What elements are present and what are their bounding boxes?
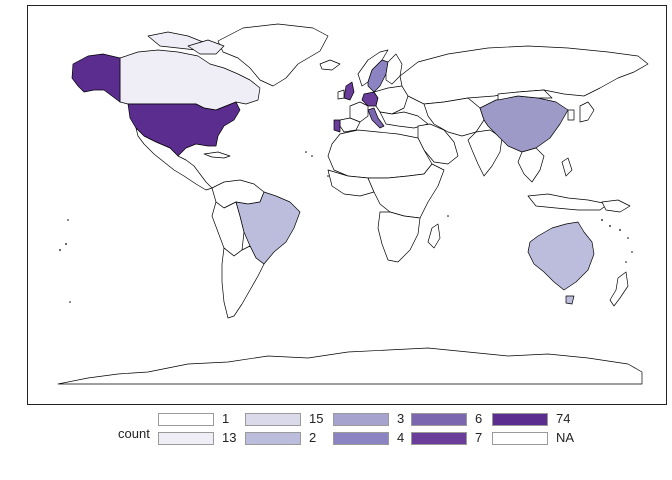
legend-key-4 — [333, 432, 389, 445]
legend-label-4: 4 — [397, 430, 405, 445]
region-brazil — [235, 191, 301, 265]
legend-key-na — [492, 432, 548, 445]
region-japan — [579, 101, 595, 123]
region-alaska — [71, 53, 121, 103]
legend-label-74: 74 — [556, 411, 571, 426]
island-specks — [59, 151, 633, 303]
world-map — [57, 23, 649, 385]
region-iceland — [319, 59, 341, 71]
region-portugal — [333, 119, 341, 133]
region-korea — [567, 109, 575, 121]
region-tasmania — [565, 295, 575, 305]
region-finland — [385, 53, 403, 85]
region-eastern-europe — [373, 85, 409, 115]
region-argentina-chile — [221, 245, 265, 319]
legend-key-7 — [411, 432, 467, 445]
legend-label-na: NA — [556, 430, 575, 445]
legend-label-2: 2 — [309, 430, 317, 445]
legend-label-7: 7 — [475, 430, 483, 445]
legend-key-2 — [245, 432, 301, 445]
region-uk — [343, 81, 355, 101]
region-philippines — [561, 157, 573, 177]
region-west-africa — [327, 169, 375, 197]
legend-label-3: 3 — [397, 411, 405, 426]
legend-key-15 — [245, 413, 301, 426]
region-greenland — [217, 23, 329, 87]
region-australia — [527, 221, 595, 291]
region-india — [467, 129, 503, 177]
legend-title: count — [118, 426, 150, 441]
region-sweden — [367, 59, 389, 93]
region-antarctica — [57, 347, 643, 385]
region-indonesia — [527, 193, 609, 211]
region-southeast-asia — [517, 147, 545, 183]
region-north-africa — [327, 129, 433, 179]
legend-label-13: 13 — [222, 430, 237, 445]
map-panel — [27, 5, 667, 405]
region-canada-islands-2 — [187, 39, 225, 55]
region-new-guinea — [601, 199, 631, 213]
legend-label-15: 15 — [309, 411, 324, 426]
region-cuba — [203, 151, 231, 159]
region-southern-africa — [377, 211, 421, 263]
legend-key-3 — [333, 413, 389, 426]
region-ireland — [337, 89, 345, 100]
region-central-africa — [367, 163, 445, 219]
legend-key-1 — [158, 413, 214, 426]
legend-key-74 — [492, 413, 548, 426]
legend-label-1: 1 — [222, 411, 230, 426]
legend-key-13 — [158, 432, 214, 445]
legend-key-6 — [411, 413, 467, 426]
region-new-zealand — [609, 271, 629, 307]
legend-label-6: 6 — [475, 411, 483, 426]
region-madagascar — [427, 223, 441, 249]
region-mongolia — [497, 89, 553, 101]
region-united-states — [127, 101, 241, 157]
region-italy — [367, 107, 385, 129]
